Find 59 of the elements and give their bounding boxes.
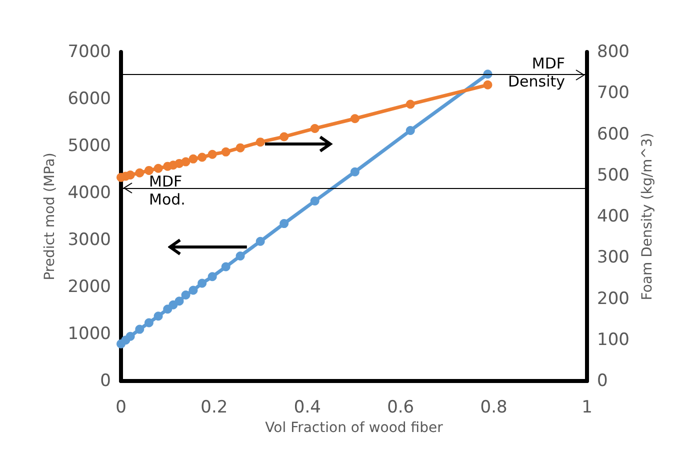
point xyxy=(350,114,360,124)
x-tick-label: 0 xyxy=(116,398,126,418)
point xyxy=(350,167,360,176)
y2-tick-label: 100 xyxy=(597,330,630,350)
point xyxy=(144,318,154,328)
point xyxy=(126,332,135,341)
x-tick-label: 1 xyxy=(582,398,592,418)
point xyxy=(483,80,492,90)
x-axis-title: Vol Fraction of wood fiber xyxy=(265,420,444,436)
ref-line-label: MDF Density xyxy=(508,54,566,91)
point xyxy=(406,126,415,135)
x-tick-label: 0.2 xyxy=(200,398,228,418)
y2-tick-label: 500 xyxy=(597,165,630,186)
y-tick-label: 2000 xyxy=(68,277,111,297)
point xyxy=(188,154,198,164)
point xyxy=(208,272,217,282)
point xyxy=(144,166,154,175)
y2-axis-title: Foam Density (kg/m^3) xyxy=(639,132,656,300)
point xyxy=(256,138,265,147)
point xyxy=(221,262,230,272)
point xyxy=(221,147,230,156)
y-tick-label: 7000 xyxy=(68,42,111,62)
point xyxy=(236,143,245,152)
point xyxy=(198,278,207,288)
y2-tick-label: 800 xyxy=(597,42,630,62)
y-axis-title: Predict mod (MPa) xyxy=(42,152,58,280)
y-tick-label: 4000 xyxy=(68,183,111,203)
point xyxy=(135,324,144,334)
x-tick-label: 0.8 xyxy=(480,398,508,418)
point xyxy=(174,296,184,306)
y-tick-label: 6000 xyxy=(68,89,111,109)
point xyxy=(208,150,217,159)
y2-tick-label: 600 xyxy=(597,124,630,144)
point xyxy=(310,124,320,133)
y-tick-label: 5000 xyxy=(68,136,111,156)
y-tick-label: 3000 xyxy=(68,230,111,250)
point xyxy=(188,286,198,295)
point xyxy=(198,152,207,162)
y2-tick-label: 700 xyxy=(597,83,630,104)
y2-tick-label: 300 xyxy=(597,248,630,268)
y2-tick-label: 400 xyxy=(597,206,630,226)
point xyxy=(406,100,415,109)
point xyxy=(310,196,320,206)
point xyxy=(280,132,289,142)
point xyxy=(154,312,163,321)
point xyxy=(236,251,245,260)
y2-tick-label: 200 xyxy=(597,288,630,309)
x-tick-label: 0.6 xyxy=(387,398,414,418)
point xyxy=(154,164,163,173)
x-tick-label: 0.4 xyxy=(294,398,321,418)
point xyxy=(135,168,144,178)
y-tick-label: 0 xyxy=(100,371,111,391)
point xyxy=(181,290,190,300)
y2-tick-label: 0 xyxy=(597,371,608,391)
ref-line-label: MDF Mod. xyxy=(149,172,186,208)
point xyxy=(280,219,289,228)
point xyxy=(181,157,190,166)
point xyxy=(256,236,265,246)
y-tick-label: 1000 xyxy=(68,324,111,344)
